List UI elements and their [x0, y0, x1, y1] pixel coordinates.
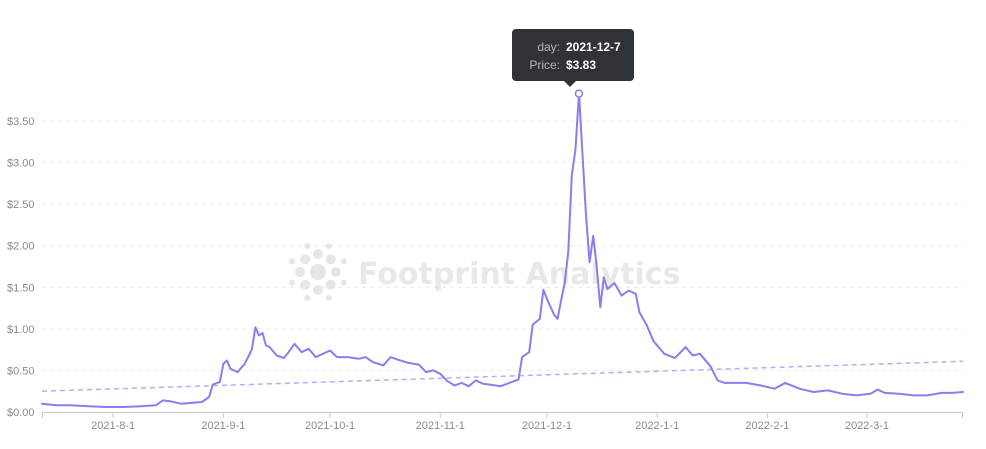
- logo-dot: [304, 243, 311, 250]
- footprint-logo-icon: [289, 243, 347, 301]
- tooltip: day: 2021-12-7 Price: $3.83: [512, 29, 634, 87]
- x-tick-label: 2021-11-1: [416, 420, 465, 432]
- x-tick-label: 2021-9-1: [201, 420, 245, 432]
- y-tick-label: $2.50: [7, 199, 35, 211]
- tooltip-price-row: Price: $3.83: [522, 56, 624, 74]
- y-tick-label: $3.00: [7, 158, 35, 170]
- logo-dot: [340, 279, 347, 286]
- tooltip-price-label: Price:: [529, 58, 560, 72]
- y-tick-label: $2.00: [7, 241, 35, 253]
- watermark-text: Footprint Analytics: [358, 257, 680, 292]
- logo-dot: [304, 294, 311, 301]
- logo-dot: [300, 279, 311, 290]
- series-layer: [41, 92, 964, 408]
- y-tick-label: $0.00: [7, 407, 35, 419]
- hover-point[interactable]: [574, 89, 584, 98]
- x-tick-label: 2022-3-1: [845, 420, 889, 432]
- watermark: Footprint Analytics: [289, 243, 680, 301]
- tooltip-day-value: 2021-12-7: [566, 40, 621, 54]
- logo-dot: [313, 249, 323, 259]
- tooltip-arrow: [564, 81, 576, 87]
- y-tick-label: $0.50: [7, 365, 35, 377]
- hover-marker-layer: [574, 89, 584, 98]
- logo-dot: [310, 264, 326, 280]
- x-tick-label: 2021-10-1: [305, 420, 355, 432]
- trend-line: [41, 360, 964, 392]
- tooltip-day-label: day:: [537, 40, 560, 54]
- x-axis: 2021-8-1 2021-9-1 2021-10-1 2021-11-1 2021-1…: [42, 412, 963, 432]
- logo-dot: [331, 267, 341, 277]
- trend-line-layer: [41, 360, 964, 392]
- logo-dot: [340, 258, 347, 265]
- y-tick-label: $1.50: [7, 282, 35, 294]
- logo-dot: [325, 243, 332, 250]
- tooltip-price-value: $3.83: [566, 58, 597, 72]
- y-tick-label: $1.00: [7, 324, 35, 336]
- logo-dot: [313, 285, 323, 295]
- x-tick-label: 2022-1-1: [635, 420, 679, 432]
- tooltip-day-row: day: 2021-12-7: [522, 38, 624, 56]
- price-series-line[interactable]: [41, 92, 964, 408]
- x-tick-label: 2021-8-1: [91, 420, 135, 432]
- logo-dot: [325, 294, 332, 301]
- logo-dot: [295, 267, 305, 277]
- logo-dot: [325, 279, 336, 290]
- y-axis: $0.00 $0.50 $1.00 $1.50 $2.00 $2.50 $3.00 $3.50: [7, 116, 35, 419]
- logo-dot: [325, 254, 336, 265]
- logo-dot: [289, 279, 296, 286]
- logo-dot: [300, 254, 311, 265]
- logo-dot: [289, 258, 296, 265]
- grid-layer: [42, 120, 963, 371]
- x-tick-label: 2021-12-1: [522, 420, 572, 432]
- y-tick-label: $3.50: [7, 116, 35, 128]
- x-tick-label: 2022-2-1: [745, 420, 789, 432]
